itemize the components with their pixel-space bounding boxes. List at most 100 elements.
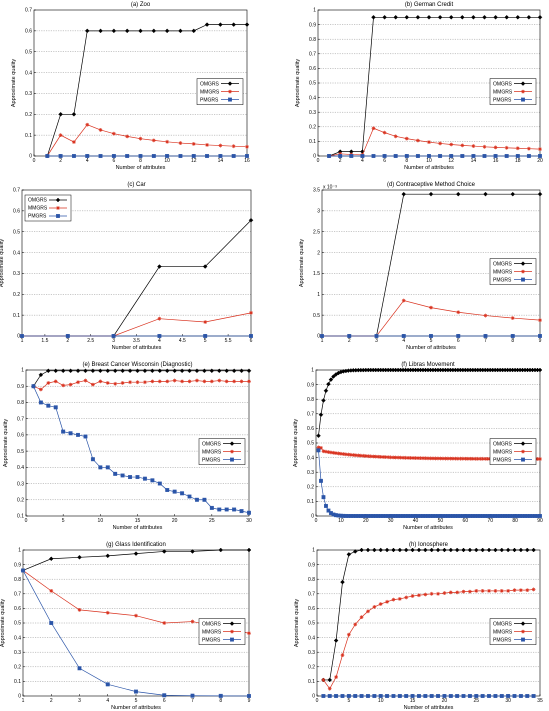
data-point	[111, 28, 117, 34]
data-point	[366, 609, 370, 614]
x-tick-label: 50	[438, 518, 444, 524]
data-point	[316, 433, 321, 438]
series-mmgrs	[31, 378, 251, 392]
data-point	[239, 368, 244, 374]
data-point	[416, 456, 420, 461]
data-point	[465, 456, 470, 461]
legend: OMGRS MMGRS PMGRS	[24, 194, 72, 222]
data-point	[351, 453, 356, 457]
data-point	[381, 455, 386, 459]
data-point	[368, 454, 373, 459]
y-axis-label: Approximate quality	[294, 599, 300, 648]
data-point	[71, 112, 77, 117]
data-point	[135, 475, 140, 480]
data-point	[45, 154, 50, 158]
data-point	[191, 154, 196, 158]
y-tick-label: 0.4	[308, 635, 315, 641]
data-point	[416, 547, 422, 553]
x-tick-label: 25	[474, 698, 480, 704]
data-point	[172, 489, 177, 494]
x-tick-label: 5	[204, 338, 207, 344]
y-axis-label: Approximate quality	[293, 419, 299, 468]
data-point	[209, 368, 215, 374]
data-point	[218, 143, 223, 148]
data-point	[505, 547, 511, 553]
data-point	[98, 128, 103, 132]
data-point	[125, 154, 130, 158]
data-point	[209, 379, 214, 384]
data-point	[385, 694, 390, 698]
data-point	[111, 131, 116, 136]
data-point	[537, 367, 543, 373]
x-tick-label: 4	[402, 338, 405, 344]
data-point	[378, 547, 383, 553]
data-point	[231, 154, 236, 158]
legend-label: MMGRS	[493, 89, 513, 95]
data-point	[217, 507, 222, 512]
y-tick-label: 0.2	[14, 665, 21, 671]
data-point	[385, 599, 389, 604]
data-point	[98, 368, 103, 374]
data-point	[190, 549, 195, 554]
y-tick-label: 0.5	[14, 621, 21, 627]
data-point	[120, 473, 125, 478]
series-omgrs	[20, 547, 252, 573]
data-point	[415, 15, 421, 20]
data-point	[515, 154, 520, 158]
data-point	[526, 15, 532, 20]
data-point	[391, 455, 396, 460]
data-point	[348, 452, 353, 457]
legend: OMGRS MMGRS PMGRS	[489, 438, 537, 465]
data-point	[327, 677, 333, 683]
data-point	[190, 619, 195, 624]
series-line	[47, 124, 248, 157]
data-point	[512, 588, 517, 593]
data-point	[429, 547, 434, 553]
x-tick-label: 15	[410, 698, 416, 704]
data-point	[448, 590, 453, 595]
data-point	[493, 15, 498, 20]
x-tick-label: 80	[512, 518, 518, 524]
data-point	[48, 556, 54, 562]
data-point	[373, 454, 378, 459]
series-pmgrs	[321, 694, 536, 698]
y-tick-label: 0.7	[25, 8, 32, 14]
data-point	[438, 456, 443, 461]
data-point	[471, 154, 476, 158]
data-point	[58, 112, 63, 117]
data-point	[410, 547, 415, 553]
series-pmgrs	[21, 568, 251, 698]
data-point	[435, 547, 441, 553]
x-tick-label: 20	[172, 518, 178, 524]
x-tick-label: 10	[338, 518, 344, 524]
data-point	[224, 379, 229, 384]
data-point	[157, 334, 162, 338]
data-point	[448, 15, 454, 20]
data-point	[53, 368, 59, 374]
series-omgrs	[316, 367, 543, 438]
x-tick-label: 4	[106, 698, 109, 704]
y-tick-label: 0.9	[308, 562, 315, 568]
data-point	[133, 551, 139, 556]
x-axis-label: Number of attributes	[404, 705, 454, 711]
data-point	[418, 456, 423, 461]
data-point	[404, 595, 409, 600]
x-tick-label: 16	[244, 158, 250, 164]
data-point	[338, 154, 343, 158]
data-point	[179, 368, 185, 374]
data-point	[393, 134, 398, 139]
data-point	[493, 694, 498, 698]
y-tick-label: 0.2	[307, 485, 314, 491]
y-tick-label: 0.1	[307, 499, 314, 505]
data-point	[202, 264, 208, 269]
data-point	[246, 547, 252, 553]
data-point	[111, 154, 116, 158]
panel-title: (h) Ionosphere	[409, 542, 449, 548]
data-point	[58, 133, 63, 138]
x-tick-label: 20	[537, 158, 543, 164]
data-point	[321, 398, 326, 403]
data-point	[338, 451, 343, 456]
x-tick-label: 16	[493, 158, 499, 164]
x-tick-label: 4	[158, 338, 161, 344]
y-tick-label: 0.3	[309, 110, 316, 116]
